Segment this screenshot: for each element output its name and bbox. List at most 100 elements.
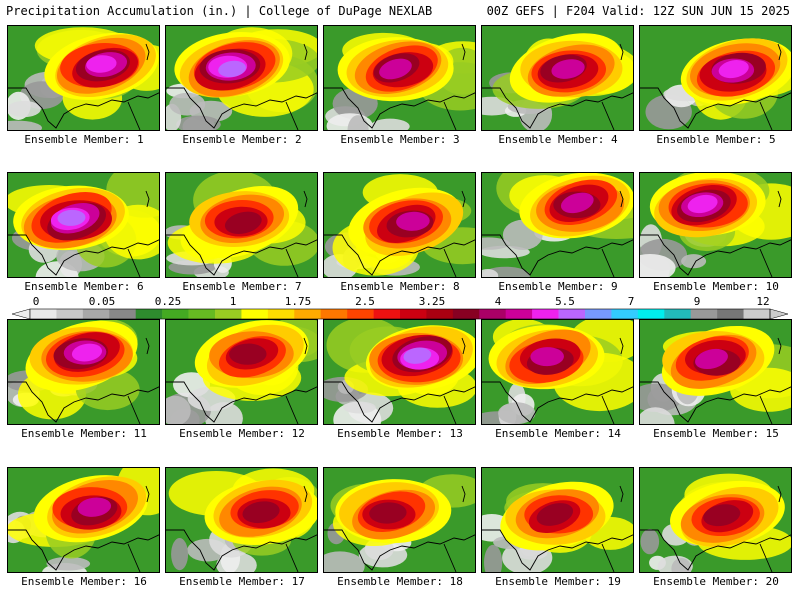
colorbar-arrow-high (769, 308, 788, 320)
ensemble-member-label: Ensemble Member: 7 (182, 280, 302, 293)
colorbar-segment (347, 309, 374, 319)
colorbar-segment (664, 309, 692, 319)
ensemble-member-label: Ensemble Member: 8 (340, 280, 460, 293)
precip-map (166, 468, 317, 572)
colorbar-segment (56, 309, 84, 319)
ensemble-member-label: Ensemble Member: 3 (340, 133, 460, 146)
ensemble-map-panel (7, 25, 160, 131)
precip-map (324, 468, 475, 572)
precip-map (8, 468, 159, 572)
ensemble-member-label: Ensemble Member: 19 (495, 575, 621, 588)
precip-map (324, 320, 475, 424)
precip-map (8, 320, 159, 424)
precip-map (482, 468, 633, 572)
ensemble-map-panel (7, 172, 160, 278)
colorbar-arrow-low (12, 308, 31, 320)
precip-map (482, 26, 633, 130)
ensemble-map-panel (481, 172, 634, 278)
ensemble-member-label: Ensemble Member: 16 (21, 575, 147, 588)
colorbar-segment (505, 309, 533, 319)
colorbar-segment (717, 309, 744, 319)
ensemble-member-label: Ensemble Member: 5 (656, 133, 776, 146)
precip-map (166, 173, 317, 277)
colorbar-segment (532, 309, 559, 319)
ensemble-map-panel (165, 25, 318, 131)
colorbar-segment (558, 309, 586, 319)
ensemble-map-panel (639, 172, 792, 278)
colorbar-segment (215, 309, 242, 319)
ensemble-map-panel (481, 319, 634, 425)
ensemble-member-label: Ensemble Member: 14 (495, 427, 621, 440)
colorbar-segment (743, 309, 771, 319)
ensemble-member-label: Ensemble Member: 18 (337, 575, 463, 588)
precip-colorbar (12, 308, 788, 320)
ensemble-map-panel (323, 467, 476, 573)
ensemble-map-panel (481, 25, 634, 131)
colorbar-tick-label: 12 (756, 295, 770, 308)
colorbar-segment (162, 309, 189, 319)
run-info: 00Z GEFS | F204 Valid: 12Z SUN JUN 15 20… (486, 4, 790, 18)
ensemble-map-panel (323, 172, 476, 278)
colorbar-tick-label: 4 (494, 295, 502, 308)
precip-map (482, 320, 633, 424)
map-title: Precipitation Accumulation (in.) | Colle… (6, 4, 433, 18)
ensemble-member-label: Ensemble Member: 11 (21, 427, 147, 440)
colorbar-labels: 0 0.05 0.25 1 1.75 2.5 3.25 4 5.5 7 9 12 (0, 295, 800, 308)
colorbar-segment (426, 309, 454, 319)
colorbar-segment (479, 309, 507, 319)
precip-map (324, 26, 475, 130)
precip-map (166, 26, 317, 130)
ensemble-member-label: Ensemble Member: 6 (24, 280, 144, 293)
ensemble-map-panel (165, 319, 318, 425)
colorbar-tick-label: 1 (229, 295, 237, 308)
ensemble-member-label: Ensemble Member: 12 (179, 427, 305, 440)
precip-map (482, 173, 633, 277)
colorbar-tick-label: 2.5 (355, 295, 375, 308)
colorbar-segment (294, 309, 322, 319)
ensemble-map-panel (7, 319, 160, 425)
ensemble-map-panel (323, 25, 476, 131)
colorbar-segment (373, 309, 401, 319)
precip-map (640, 468, 791, 572)
ensemble-member-label: Ensemble Member: 1 (24, 133, 144, 146)
precip-map (640, 320, 791, 424)
colorbar-segment (690, 309, 718, 319)
ensemble-member-label: Ensemble Member: 15 (653, 427, 779, 440)
colorbar-tick-label: 9 (693, 295, 701, 308)
ensemble-map-panel (165, 172, 318, 278)
colorbar-segment (188, 309, 216, 319)
colorbar-segment (585, 309, 612, 319)
precip-map (640, 173, 791, 277)
colorbar-tick-label: 0 (32, 295, 40, 308)
precip-map (8, 26, 159, 130)
ensemble-map-panel (7, 467, 160, 573)
colorbar-segment (611, 309, 639, 319)
ensemble-member-label: Ensemble Member: 4 (498, 133, 618, 146)
colorbar-segment (241, 309, 269, 319)
colorbar-tick-label: 5.5 (555, 295, 575, 308)
colorbar-segment (267, 309, 295, 319)
ensemble-map-panel (639, 467, 792, 573)
ensemble-member-label: Ensemble Member: 17 (179, 575, 305, 588)
colorbar-segment (109, 309, 137, 319)
colorbar-tick-label: 3.25 (418, 295, 446, 308)
colorbar-segment (452, 309, 480, 319)
ensemble-map-panel (481, 467, 634, 573)
ensemble-member-label: Ensemble Member: 9 (498, 280, 618, 293)
colorbar-tick-label: 7 (627, 295, 635, 308)
precip-map (640, 26, 791, 130)
precip-map (324, 173, 475, 277)
colorbar-segment (82, 309, 110, 319)
ensemble-member-label: Ensemble Member: 10 (653, 280, 779, 293)
colorbar-tick-label: 0.25 (154, 295, 182, 308)
colorbar-frame (29, 308, 771, 320)
ensemble-map-panel (165, 467, 318, 573)
colorbar-segment (30, 309, 57, 319)
ensemble-map-panel (323, 319, 476, 425)
colorbar-segment (320, 309, 348, 319)
colorbar-segment (135, 309, 163, 319)
ensemble-member-label: Ensemble Member: 20 (653, 575, 779, 588)
colorbar-segment (637, 309, 665, 319)
ensemble-member-label: Ensemble Member: 13 (337, 427, 463, 440)
ensemble-map-panel (639, 25, 792, 131)
